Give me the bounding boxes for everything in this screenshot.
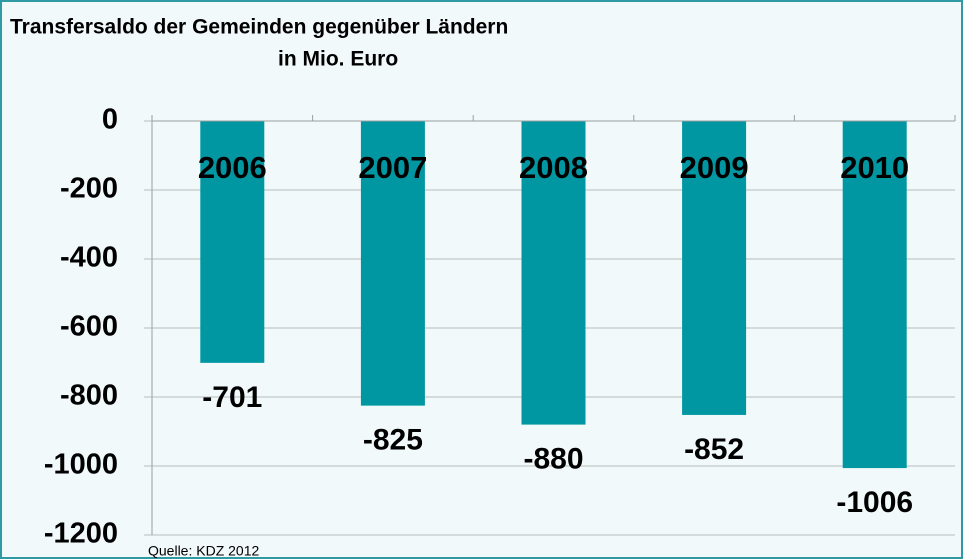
value-label: -1006 — [836, 486, 913, 519]
y-tick-label: -400 — [60, 242, 118, 274]
y-tick-label: -600 — [60, 311, 118, 343]
x-tick-label: 2006 — [198, 150, 267, 185]
y-tick-label: -1200 — [44, 518, 118, 550]
source-note: Quelle: KDZ 2012 — [148, 543, 259, 559]
value-label: -852 — [684, 433, 744, 466]
bar — [360, 121, 425, 406]
chart-subtitle: in Mio. Euro — [278, 48, 398, 71]
chart-title: Transfersaldo der Gemeinden gegenüber Lä… — [10, 16, 508, 39]
x-tick-label: 2010 — [840, 150, 909, 185]
x-tick-label: 2008 — [519, 150, 588, 185]
value-label: -880 — [523, 443, 583, 476]
y-tick-label: -800 — [60, 380, 118, 412]
y-tick-label: 0 — [102, 104, 118, 136]
y-tick-label: -200 — [60, 173, 118, 205]
x-tick-label: 2009 — [680, 150, 749, 185]
value-label: -701 — [202, 381, 262, 414]
bar — [682, 121, 747, 415]
y-tick-label: -1000 — [44, 449, 118, 481]
bar — [200, 121, 265, 363]
x-tick-label: 2007 — [358, 150, 427, 185]
bar — [842, 121, 907, 469]
bar — [521, 121, 586, 425]
value-label: -825 — [363, 424, 423, 457]
